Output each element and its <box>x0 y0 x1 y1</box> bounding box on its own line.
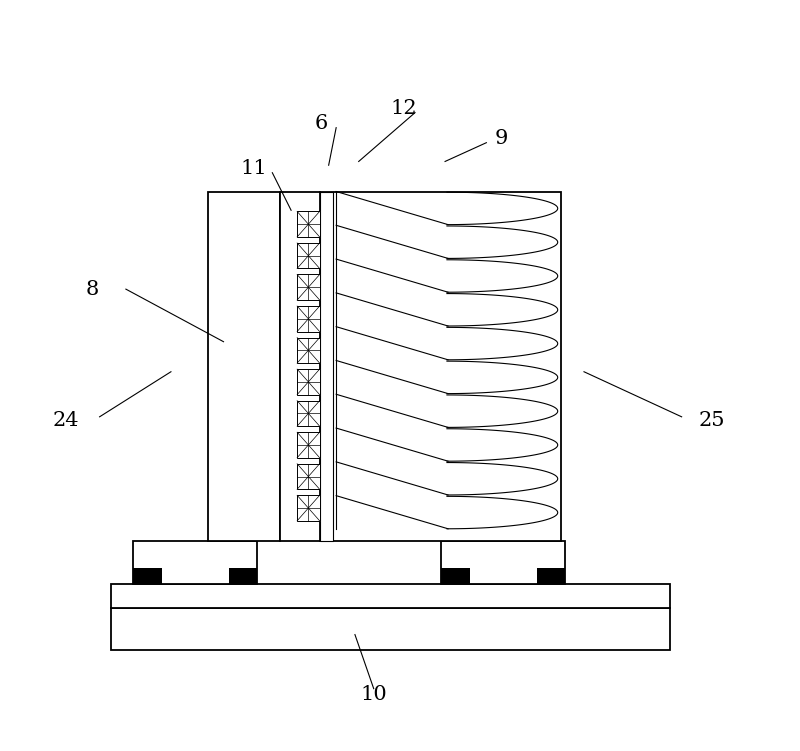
Text: 6: 6 <box>314 114 328 134</box>
Bar <box>442 568 470 584</box>
Bar <box>297 212 320 237</box>
Text: 24: 24 <box>53 411 79 430</box>
Bar <box>111 584 670 608</box>
Bar <box>297 369 320 394</box>
Text: 12: 12 <box>390 99 417 119</box>
Bar <box>442 541 566 584</box>
Bar <box>111 608 670 650</box>
Bar <box>297 400 320 426</box>
Text: 11: 11 <box>240 159 267 179</box>
Bar <box>280 192 562 541</box>
Bar <box>297 243 320 268</box>
Bar <box>229 568 258 584</box>
Bar <box>209 192 280 541</box>
Text: 10: 10 <box>360 685 387 704</box>
Bar <box>297 463 320 490</box>
Bar <box>134 568 162 584</box>
Bar <box>297 274 320 300</box>
Bar <box>297 432 320 457</box>
Text: 9: 9 <box>494 129 508 149</box>
Text: 8: 8 <box>86 279 98 299</box>
Bar <box>320 192 333 541</box>
Bar <box>297 338 320 363</box>
Bar <box>297 306 320 332</box>
Text: 25: 25 <box>698 411 725 430</box>
Bar <box>134 541 258 584</box>
Bar <box>537 568 566 584</box>
Bar <box>297 496 320 521</box>
